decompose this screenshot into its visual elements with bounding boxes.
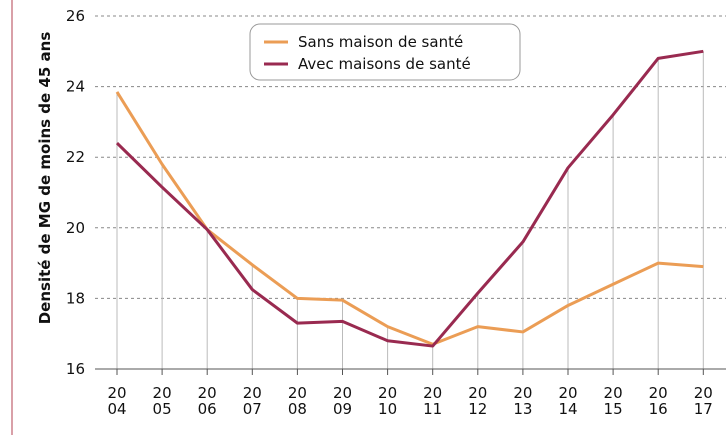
legend-box xyxy=(249,23,521,81)
x-tick-label: 20 09 xyxy=(333,384,352,418)
x-tick-label: 20 14 xyxy=(558,384,577,418)
y-tick-label: 24 xyxy=(66,78,85,96)
y-axis-label: Densité de MG de moins de 45 ans xyxy=(36,32,54,325)
legend-label: Avec maisons de santé xyxy=(298,55,471,73)
x-tick-label: 20 17 xyxy=(694,384,713,418)
x-tick-label: 20 16 xyxy=(649,384,668,418)
legend-label: Sans maison de santé xyxy=(298,33,463,51)
y-tick-label: 22 xyxy=(66,148,85,166)
x-tick-label: 20 12 xyxy=(468,384,487,418)
x-tick-label: 20 08 xyxy=(288,384,307,418)
y-tick-label: 16 xyxy=(66,360,85,378)
x-tick-label: 20 15 xyxy=(604,384,623,418)
x-tick-label: 20 05 xyxy=(153,384,172,418)
y-tick-label: 20 xyxy=(66,219,85,237)
series-line xyxy=(115,91,704,346)
x-tick-label: 20 06 xyxy=(198,384,217,418)
x-tick-label: 20 13 xyxy=(513,384,532,418)
x-tick-label: 20 10 xyxy=(378,384,397,418)
x-tick-label: 20 11 xyxy=(423,384,442,418)
x-tick-label: 20 07 xyxy=(243,384,262,418)
x-tick-label: 20 04 xyxy=(107,384,126,418)
series-line xyxy=(115,49,704,348)
y-tick-label: 18 xyxy=(66,289,85,307)
y-tick-label: 26 xyxy=(66,7,85,25)
